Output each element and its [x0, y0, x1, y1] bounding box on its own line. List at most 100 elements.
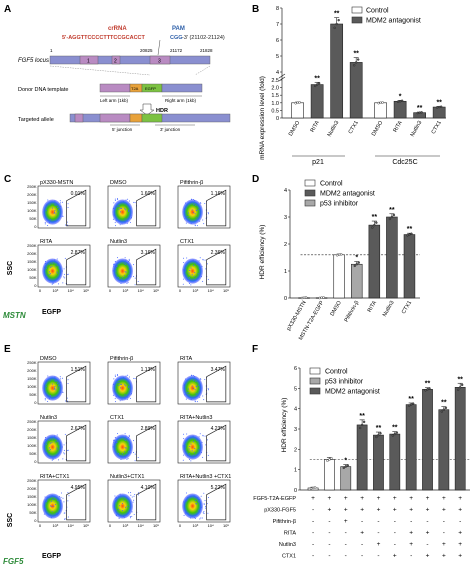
replicate-dot [377, 101, 380, 105]
flow-event [117, 206, 119, 208]
replicate-dot [440, 410, 444, 413]
y-tick-label: 3 [284, 215, 287, 221]
flow-event [45, 210, 47, 212]
x-tick-label: 10⁵ [153, 288, 159, 293]
flow-event [62, 215, 64, 217]
chart-b: 0 0.51.0 1.52.0 2.5 4 5 6 7 8 DMSO ** RITA ** Nutlin3… [271, 6, 446, 157]
replicate-dot [353, 264, 356, 268]
flow-event [124, 257, 126, 259]
flow-event [118, 396, 120, 398]
flow-event [47, 199, 49, 201]
flow-event [49, 380, 51, 382]
y-tick-label: 0 [34, 400, 37, 405]
bar [330, 23, 344, 119]
significance-mark: * [399, 93, 402, 100]
condition-sign: - [394, 541, 396, 548]
y-tick-label: 0 [34, 224, 37, 229]
flow-event [58, 209, 60, 211]
flow-event [52, 458, 54, 460]
y-tick-label: 0 [294, 488, 297, 494]
flow-event [199, 267, 201, 269]
flow-event [45, 386, 47, 388]
flow-event [202, 280, 204, 282]
bar [386, 216, 398, 299]
flow-event [114, 383, 116, 385]
flow-event [188, 394, 190, 396]
flow-event [51, 283, 53, 285]
flow-event [125, 259, 127, 261]
replicate-dot [442, 408, 446, 411]
flow-event [61, 270, 63, 272]
flow-event [191, 198, 193, 200]
flow-event [186, 257, 188, 259]
flow-event [56, 447, 58, 449]
axis-break [278, 73, 286, 79]
flow-event [50, 500, 52, 502]
flow-event [133, 377, 135, 379]
y-tick-label: 6 [294, 366, 297, 372]
flow-event [191, 209, 193, 211]
condition-label: Pifithrin-β [273, 519, 296, 525]
flow-event [115, 219, 117, 221]
condition-sign: - [361, 553, 363, 560]
flow-event [127, 210, 129, 212]
flow-event [57, 262, 59, 264]
condition-sign: + [344, 495, 348, 502]
y-tick-label: 150K [27, 200, 37, 205]
x-tick-label: Nutlin3 [410, 120, 424, 138]
gate-polygon [136, 424, 157, 462]
gate-percentage: 4.10% [141, 485, 156, 491]
fgf5-locus-label: FGF5 locus [18, 58, 49, 64]
y-tick-label: 200K [27, 192, 37, 197]
y-tick-label: 0 [276, 116, 279, 122]
flow-event [115, 395, 117, 397]
replicate-dot [300, 296, 304, 300]
exon-3 [149, 55, 171, 65]
flow-event [183, 270, 185, 272]
condition-sign: + [458, 495, 462, 502]
replicate-dot [346, 464, 349, 467]
replicate-dot [420, 111, 423, 114]
flow-event [64, 518, 66, 520]
panel-letter-b: B [252, 4, 259, 15]
flow-event [60, 202, 62, 204]
flow-event [117, 433, 119, 435]
condition-label: CTX1 [282, 554, 296, 560]
replicate-dot [439, 105, 443, 108]
flow-event [137, 456, 139, 458]
x-tick-label: RITA [393, 120, 404, 134]
gate-percentage: 2.89% [141, 426, 156, 432]
flow-event [54, 376, 56, 378]
significance-mark: ** [407, 226, 413, 233]
y-tick-label: 150K [27, 259, 37, 264]
replicate-dot [411, 402, 415, 405]
flow-event [67, 516, 69, 518]
flow-event [129, 515, 131, 517]
flow-event [116, 514, 118, 516]
flow-event [46, 219, 48, 221]
flow-plot-title: pX330-MSTN [40, 180, 73, 186]
gate-percentage: 0.01% [71, 191, 86, 197]
flow-event [66, 221, 68, 223]
replicate-dot [392, 213, 396, 217]
pam-label: PAM [172, 26, 185, 32]
flow-event [44, 260, 46, 262]
significance-mark: ** [376, 425, 382, 432]
legend-d-control-swatch [304, 179, 316, 187]
legend-b-control-swatch [351, 6, 363, 14]
flow-event [184, 218, 186, 220]
flow-event [183, 454, 185, 456]
replicate-dot [309, 487, 313, 490]
targeted-exon-2 [74, 113, 84, 123]
significance-mark: ** [353, 51, 359, 58]
flow-event [57, 448, 59, 450]
flow-event [126, 398, 128, 400]
x-tick-label: DMSO [371, 119, 385, 137]
flow-event [134, 378, 136, 380]
axis-break [278, 76, 286, 82]
condition-sign: - [345, 553, 347, 560]
flow-event [204, 202, 206, 204]
flow-event [51, 383, 53, 385]
flow-event [62, 391, 64, 393]
panel-letter-d: D [252, 174, 259, 185]
